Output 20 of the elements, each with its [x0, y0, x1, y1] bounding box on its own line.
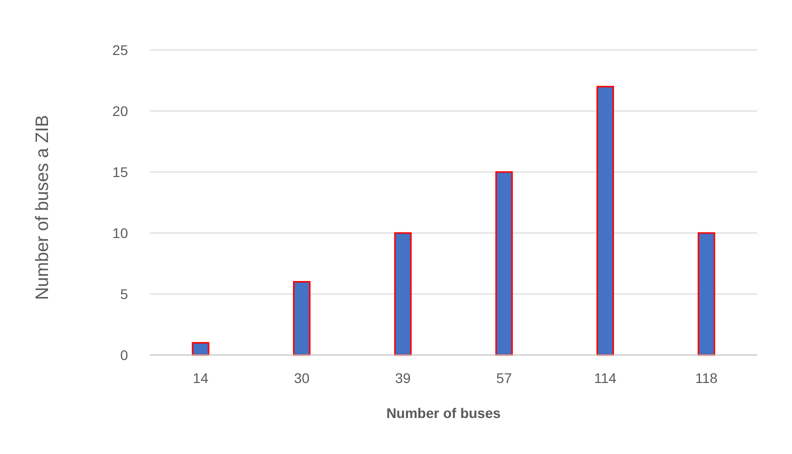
y-axis-title: Number of buses a ZIB: [32, 114, 52, 300]
y-tick-label: 5: [120, 286, 128, 302]
y-tick-label: 25: [112, 42, 128, 58]
y-tick-label: 15: [112, 164, 128, 180]
bar: [596, 86, 614, 356]
bar: [394, 232, 412, 356]
x-tick-label: 39: [395, 370, 411, 386]
x-tick-label: 57: [496, 370, 512, 386]
y-tick-label: 20: [112, 102, 128, 119]
bar: [192, 342, 210, 356]
x-tick-label: 118: [695, 370, 718, 386]
x-tick-label: 14: [192, 370, 209, 386]
x-tick-label: 30: [294, 370, 310, 386]
bar: [698, 232, 716, 356]
y-tick-label: 0: [120, 346, 128, 363]
bar: [293, 281, 310, 356]
x-tick-label: 114: [594, 370, 617, 386]
x-axis-title: Number of buses: [386, 405, 501, 421]
bar: [495, 171, 513, 356]
y-tick-label: 10: [112, 224, 128, 241]
